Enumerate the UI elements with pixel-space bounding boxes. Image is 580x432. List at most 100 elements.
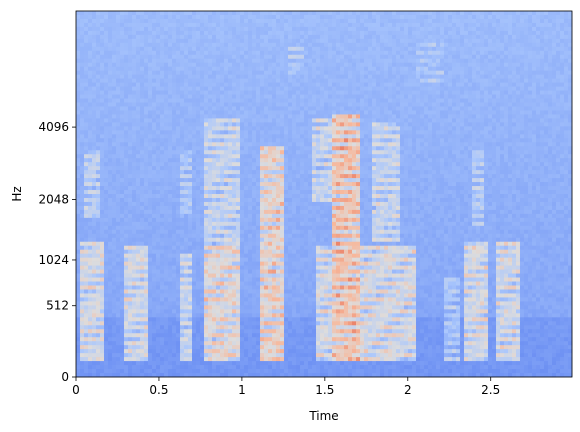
- spectrogram-cell: [468, 158, 473, 163]
- spectrogram-cell: [568, 82, 573, 87]
- spectrogram-cell: [136, 50, 141, 56]
- spectrogram-cell: [220, 70, 225, 75]
- spectrogram-cell: [356, 14, 361, 20]
- spectrogram-cell: [212, 70, 217, 75]
- spectrogram-cell: [128, 154, 133, 159]
- spectrogram-cell: [384, 82, 389, 87]
- spectrogram-cell: [456, 22, 461, 28]
- spectrogram-cell: [116, 74, 121, 79]
- spectrogram-cell: [320, 70, 325, 75]
- spectrogram-cell: [76, 82, 81, 87]
- spectrogram-cell: [248, 130, 253, 135]
- spectrogram-cell: [292, 66, 297, 71]
- spectrogram-cell: [312, 118, 317, 123]
- spectrogram-cell: [260, 154, 265, 159]
- spectrogram-cell: [132, 70, 137, 75]
- spectrogram-cell: [224, 166, 229, 171]
- spectrogram-cell: [244, 154, 249, 159]
- spectrogram-cell: [232, 78, 237, 83]
- spectrogram-cell: [272, 130, 277, 135]
- spectrogram-cell: [276, 42, 281, 48]
- spectrogram-cell: [188, 142, 193, 147]
- spectrogram-cell: [96, 138, 101, 143]
- spectrogram-cell: [264, 90, 269, 95]
- spectrogram-cell: [316, 142, 321, 147]
- spectrogram-cell: [76, 150, 81, 155]
- spectrogram-cell: [508, 106, 513, 111]
- spectrogram-cell: [324, 162, 329, 167]
- spectrogram-cell: [480, 30, 485, 36]
- spectrogram-cell: [148, 122, 153, 127]
- spectrogram-cell: [180, 138, 185, 143]
- spectrogram-cell: [464, 22, 469, 28]
- spectrogram-cell: [340, 126, 345, 131]
- spectrogram-cell: [108, 118, 113, 123]
- spectrogram-cell: [256, 70, 261, 75]
- spectrogram-cell: [348, 134, 353, 139]
- spectrogram-cell: [324, 122, 329, 127]
- spectrogram-cell: [372, 46, 377, 52]
- spectrogram-cell: [380, 154, 385, 159]
- spectrogram-cell: [244, 46, 249, 52]
- spectrogram-cell: [500, 22, 505, 28]
- spectrogram-cell: [268, 138, 273, 143]
- spectrogram-cell: [328, 138, 333, 143]
- spectrogram-cell: [424, 86, 429, 91]
- spectrogram-cell: [508, 78, 513, 83]
- spectrogram-cell: [532, 70, 537, 75]
- spectrogram-cell: [184, 118, 189, 123]
- spectrogram-cell: [452, 22, 457, 28]
- spectrogram-cell: [216, 54, 221, 60]
- spectrogram-cell: [532, 66, 537, 71]
- spectrogram-cell: [568, 42, 573, 48]
- spectrogram-cell: [452, 122, 457, 127]
- spectrogram-cell: [496, 26, 501, 32]
- spectrogram-cell: [92, 34, 97, 40]
- spectrogram-cell: [276, 126, 281, 131]
- spectrogram-cell: [328, 122, 333, 127]
- spectrogram-cell: [304, 118, 309, 123]
- spectrogram-cell: [456, 130, 461, 135]
- spectrogram-cell: [564, 11, 569, 16]
- spectrogram-cell: [136, 70, 141, 75]
- spectrogram-cell: [236, 130, 241, 135]
- spectrogram-cell: [252, 54, 257, 60]
- spectrogram-cell: [424, 158, 429, 163]
- spectrogram-cell: [152, 18, 157, 24]
- spectrogram-cell: [212, 11, 217, 16]
- spectrogram-cell: [448, 114, 453, 119]
- spectrogram-cell: [156, 134, 161, 139]
- spectrogram-cell: [452, 142, 457, 147]
- spectrogram-cell: [476, 146, 481, 151]
- spectrogram-cell: [552, 54, 557, 60]
- spectrogram-cell: [508, 26, 513, 32]
- spectrogram-cell: [188, 158, 193, 163]
- spectrogram-cell: [508, 86, 513, 91]
- spectrogram-cell: [456, 94, 461, 99]
- spectrogram-cell: [204, 94, 209, 99]
- spectrogram-cell: [148, 170, 153, 175]
- spectrogram-cell: [456, 38, 461, 44]
- spectrogram-cell: [460, 114, 465, 119]
- spectrogram-cell: [388, 74, 393, 79]
- spectrogram-cell: [312, 86, 317, 91]
- spectrogram-cell: [184, 134, 189, 139]
- spectrogram-cell: [432, 42, 437, 48]
- spectrogram-cell: [280, 94, 285, 99]
- spectrogram-cell: [336, 22, 341, 28]
- spectrogram-cell: [556, 86, 561, 91]
- spectrogram-cell: [332, 62, 337, 67]
- spectrogram-cell: [364, 126, 369, 131]
- spectrogram-cell: [272, 134, 277, 139]
- spectrogram-cell: [452, 26, 457, 32]
- spectrogram-cell: [532, 30, 537, 36]
- spectrogram-cell: [228, 74, 233, 79]
- spectrogram-cell: [552, 98, 557, 103]
- spectrogram-cell: [300, 130, 305, 135]
- spectrogram-cell: [428, 46, 433, 52]
- spectrogram-cell: [540, 18, 545, 24]
- spectrogram-cell: [476, 94, 481, 99]
- spectrogram-cell: [260, 110, 265, 115]
- spectrogram-cell: [380, 114, 385, 119]
- spectrogram-cell: [380, 66, 385, 71]
